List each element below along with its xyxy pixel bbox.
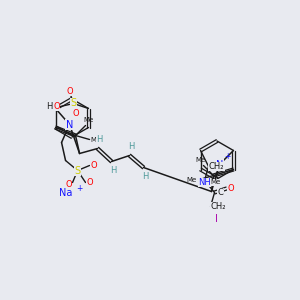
Text: NH: NH xyxy=(198,178,211,187)
Text: +: + xyxy=(76,184,83,193)
Text: S: S xyxy=(74,166,81,176)
Text: O: O xyxy=(227,184,234,193)
Text: Me: Me xyxy=(90,136,101,142)
Text: Me: Me xyxy=(83,118,94,124)
Text: CH₂: CH₂ xyxy=(211,202,226,211)
Text: Na: Na xyxy=(59,188,72,197)
Text: C: C xyxy=(218,188,224,197)
Text: H: H xyxy=(142,172,149,181)
Text: O: O xyxy=(53,102,60,111)
Text: H: H xyxy=(96,135,103,144)
Text: S: S xyxy=(70,98,76,109)
Text: O: O xyxy=(90,161,97,170)
Text: I: I xyxy=(215,214,218,224)
Text: O: O xyxy=(65,180,72,189)
Text: O: O xyxy=(72,109,79,118)
Text: O: O xyxy=(66,87,73,96)
Text: N: N xyxy=(66,119,73,130)
Text: +: + xyxy=(224,152,231,161)
Text: H: H xyxy=(128,142,135,151)
Text: H: H xyxy=(110,166,117,175)
Text: Me: Me xyxy=(195,158,206,164)
Text: N: N xyxy=(216,160,223,170)
Text: Me: Me xyxy=(210,179,220,185)
Text: Me: Me xyxy=(186,176,197,182)
Text: H: H xyxy=(46,102,52,111)
Text: O: O xyxy=(86,178,93,187)
Text: CH₂: CH₂ xyxy=(209,162,224,171)
